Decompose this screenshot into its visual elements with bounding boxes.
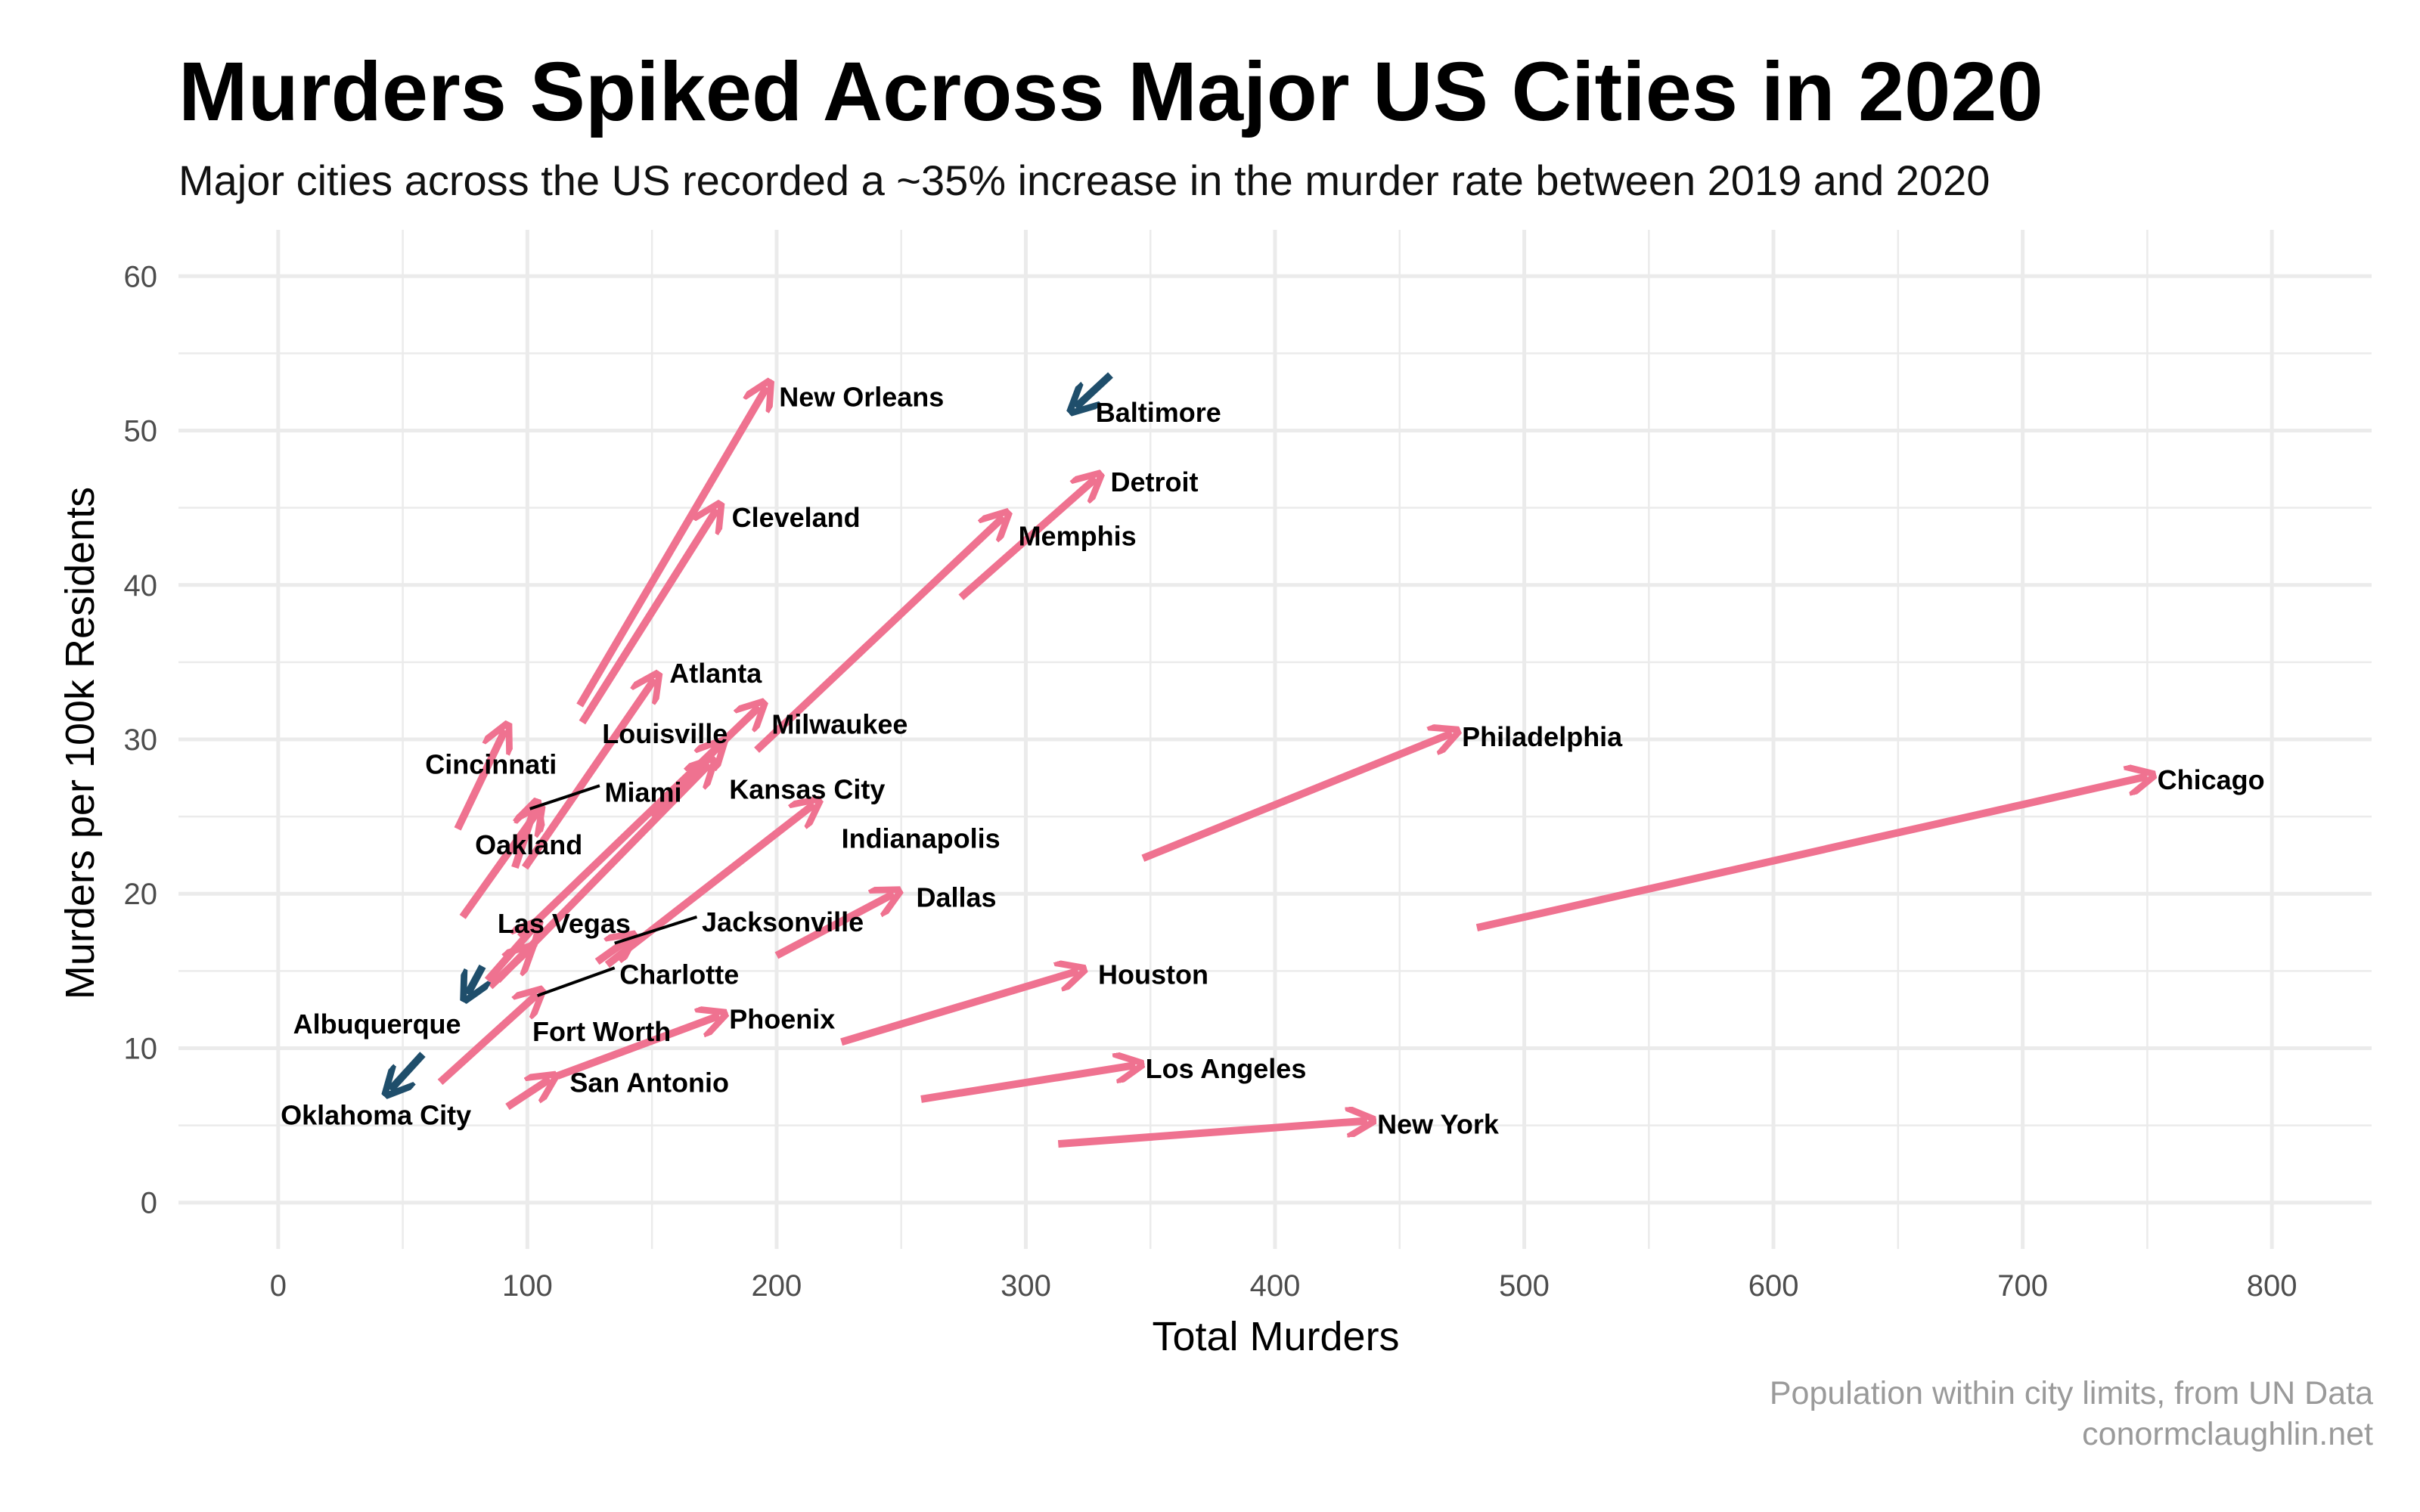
city-label-fort-worth: Fort Worth — [532, 1016, 671, 1047]
leader-line — [529, 784, 600, 810]
arrow-new-orleans — [576, 387, 767, 708]
x-tick-label: 300 — [1001, 1269, 1051, 1303]
y-tick-label: 60 — [124, 260, 158, 293]
x-tick-label: 700 — [1997, 1269, 2048, 1303]
leader-line — [614, 915, 698, 945]
x-tick-label: 100 — [502, 1269, 553, 1303]
caption-site: conormclaughlin.net — [2082, 1416, 2373, 1452]
city-label-los-angeles: Los Angeles — [1146, 1053, 1307, 1084]
city-label-cleveland: Cleveland — [732, 502, 861, 533]
city-label-san-antonio: San Antonio — [569, 1067, 729, 1098]
arrow-los-angeles — [920, 1065, 1135, 1103]
x-tick-label: 600 — [1748, 1269, 1799, 1303]
y-axis-title: Murders per 100k Residents — [57, 487, 103, 999]
y-tick-label: 30 — [124, 723, 158, 757]
city-label-chicago: Chicago — [2158, 764, 2265, 795]
chart-subtitle: Major cities across the US recorded a ~3… — [178, 156, 1990, 204]
arrow-jacksonville — [594, 938, 630, 965]
axis-ticks: 0 100 200 300 400 500 600 700 800 0 10 20 30 40 50 60 — [124, 260, 2297, 1303]
data-arrows — [390, 372, 2147, 1148]
arrow-cleveland — [579, 510, 717, 725]
x-tick-label: 500 — [1499, 1269, 1550, 1303]
city-label-kansas-city: Kansas City — [729, 773, 885, 804]
city-label-oklahoma-city: Oklahoma City — [281, 1099, 471, 1130]
arrow-dallas — [774, 894, 894, 959]
x-axis-title: Total Murders — [1152, 1314, 1399, 1359]
arrow-cincinnati — [454, 730, 505, 831]
grid-lines — [178, 230, 2372, 1249]
leader-line — [536, 966, 616, 997]
x-tick-label: 200 — [752, 1269, 802, 1303]
city-label-oakland: Oakland — [475, 829, 582, 860]
arrow-albuquerque — [467, 964, 482, 994]
city-label-new-york: New York — [1377, 1109, 1500, 1140]
arrow-phoenix — [556, 1016, 719, 1080]
x-tick-label: 800 — [2247, 1269, 2297, 1303]
arrow-new-york — [1057, 1120, 1367, 1148]
arrow-detroit — [958, 479, 1096, 600]
city-label-houston: Houston — [1098, 959, 1208, 990]
city-label-louisville: Louisville — [602, 718, 728, 749]
arrow-indianapolis — [604, 804, 814, 968]
x-tick-label: 0 — [270, 1269, 287, 1303]
arrow-las-vegas — [487, 951, 527, 990]
arrow-atlanta — [521, 679, 654, 870]
city-label-las-vegas: Las Vegas — [498, 908, 631, 939]
city-label-atlanta: Atlanta — [669, 658, 762, 689]
city-label-miami: Miami — [605, 776, 682, 807]
city-label-new-orleans: New Orleans — [779, 382, 944, 413]
arrow-baltimore — [1075, 372, 1113, 407]
y-tick-label: 40 — [124, 569, 158, 603]
arrow-houston — [840, 971, 1078, 1046]
arrow-fort-worth — [437, 994, 538, 1086]
city-label-jacksonville: Jacksonville — [702, 906, 864, 937]
city-label-milwaukee: Milwaukee — [771, 709, 908, 740]
arrow-memphis — [754, 517, 1004, 753]
city-label-albuquerque: Albuquerque — [293, 1009, 461, 1040]
y-tick-label: 10 — [124, 1032, 158, 1065]
y-tick-label: 20 — [124, 878, 158, 911]
chart-title: Murders Spiked Across Major US Cities in… — [178, 45, 2043, 138]
y-tick-label: 0 — [141, 1187, 157, 1220]
arrow-philadelphia — [1141, 733, 1452, 862]
city-label-dallas: Dallas — [916, 881, 996, 912]
arrow-charlotte — [484, 926, 535, 983]
arrow-oakland — [459, 812, 538, 919]
city-label-indianapolis: Indianapolis — [842, 823, 1001, 854]
city-label-philadelphia: Philadelphia — [1462, 721, 1623, 752]
arrow-chicago — [1475, 776, 2147, 932]
arrow-oklahoma-city — [390, 1052, 426, 1090]
city-label-phoenix: Phoenix — [729, 1004, 835, 1035]
caption: Population within city limits, from UN D… — [1770, 1373, 2373, 1455]
caption-source: Population within city limits, from UN D… — [1769, 1375, 2373, 1411]
arrow-san-antonio — [505, 1079, 550, 1111]
city-label-baltimore: Baltimore — [1096, 397, 1221, 428]
arrow-kansas-city — [649, 745, 719, 820]
y-tick-label: 50 — [124, 415, 158, 448]
leader-lines — [529, 784, 698, 997]
x-tick-label: 400 — [1250, 1269, 1301, 1303]
city-label-cincinnati: Cincinnati — [425, 749, 557, 780]
city-labels: Chicago Philadelphia New York Los Angeles Ho… — [281, 382, 2264, 1140]
city-label-detroit: Detroit — [1111, 466, 1199, 497]
city-label-memphis: Memphis — [1019, 520, 1137, 551]
city-label-charlotte: Charlotte — [619, 959, 739, 990]
